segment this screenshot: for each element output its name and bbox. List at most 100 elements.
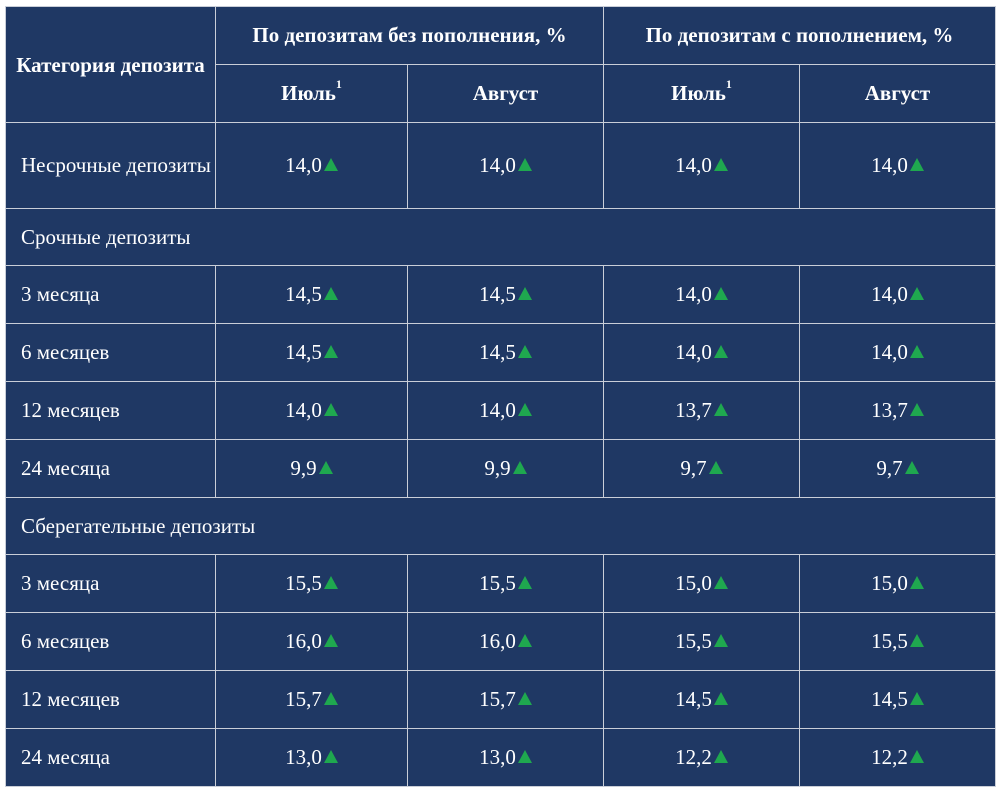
triangle-up-icon xyxy=(713,158,728,171)
header-august-no-topup: Август xyxy=(407,64,604,123)
table-row: 6 месяцев 14,5 14,5 14,0 14,0 xyxy=(5,323,996,382)
triangle-up-icon xyxy=(517,634,532,647)
rate-value: 14,0 xyxy=(871,340,908,364)
rate-cell: 12,2 xyxy=(799,728,996,787)
rate-value: 14,0 xyxy=(675,153,712,177)
rate-cell: 14,0 xyxy=(603,323,800,382)
rate-value: 15,7 xyxy=(285,687,322,711)
rate-cell: 15,5 xyxy=(407,554,604,613)
triangle-up-icon xyxy=(323,158,338,171)
header-july-no-topup: Июль1 xyxy=(215,64,408,123)
rate-value: 16,0 xyxy=(285,629,322,653)
rate-cell: 9,9 xyxy=(407,439,604,498)
rate-value: 14,0 xyxy=(479,398,516,422)
triangle-up-icon xyxy=(517,576,532,589)
rate-cell: 15,7 xyxy=(215,670,408,729)
rate-cell: 14,0 xyxy=(215,122,408,209)
triangle-up-icon xyxy=(318,461,333,474)
triangle-up-icon xyxy=(909,403,924,416)
deposit-rates-table-container: Категория депозита По депозитам без попо… xyxy=(5,6,996,787)
rate-value: 13,7 xyxy=(675,398,712,422)
header-group-with-topup: По депозитам с пополнением, % xyxy=(603,6,996,65)
rate-value: 15,5 xyxy=(871,629,908,653)
triangle-up-icon xyxy=(708,461,723,474)
table-row: 3 месяца 15,5 15,5 15,0 15,0 xyxy=(5,554,996,613)
rate-cell: 14,5 xyxy=(215,323,408,382)
rate-value: 14,5 xyxy=(285,282,322,306)
triangle-up-icon xyxy=(713,403,728,416)
table-row: Несрочные депозиты 14,0 14,0 14,0 14,0 xyxy=(5,122,996,209)
header-august-with-topup: Август xyxy=(799,64,996,123)
rate-cell: 15,5 xyxy=(799,612,996,671)
rate-value: 13,0 xyxy=(285,745,322,769)
section-row: Срочные депозиты xyxy=(5,208,996,266)
rate-value: 14,5 xyxy=(675,687,712,711)
rate-value: 15,5 xyxy=(479,571,516,595)
triangle-up-icon xyxy=(713,287,728,300)
rate-value: 14,0 xyxy=(285,398,322,422)
rate-cell: 14,0 xyxy=(407,122,604,209)
triangle-up-icon xyxy=(909,750,924,763)
rate-value: 12,2 xyxy=(675,745,712,769)
rate-value: 9,7 xyxy=(680,456,707,480)
row-label: 24 месяца xyxy=(5,439,216,498)
rate-cell: 9,7 xyxy=(603,439,800,498)
row-label: 6 месяцев xyxy=(5,612,216,671)
rate-cell: 16,0 xyxy=(215,612,408,671)
footnote-marker: 1 xyxy=(725,77,732,91)
header-category: Категория депозита xyxy=(5,6,216,123)
rate-value: 16,0 xyxy=(479,629,516,653)
row-label: 6 месяцев xyxy=(5,323,216,382)
rate-cell: 14,0 xyxy=(799,265,996,324)
rate-value: 14,5 xyxy=(479,340,516,364)
triangle-up-icon xyxy=(517,345,532,358)
header-row-months: Июль1 Август Июль1 Август xyxy=(6,64,996,123)
table-row: 24 месяца 9,9 9,9 9,7 9,7 xyxy=(5,439,996,498)
rate-value: 13,0 xyxy=(479,745,516,769)
triangle-up-icon xyxy=(713,634,728,647)
rate-cell: 12,2 xyxy=(603,728,800,787)
rate-cell: 13,7 xyxy=(603,381,800,440)
header-row-groups: Категория депозита По депозитам без попо… xyxy=(5,6,996,123)
section-row: Сберегательные депозиты xyxy=(5,497,996,555)
triangle-up-icon xyxy=(517,750,532,763)
table-row: 12 месяцев 14,0 14,0 13,7 13,7 xyxy=(5,381,996,440)
rate-value: 14,0 xyxy=(285,153,322,177)
table-row: 6 месяцев 16,0 16,0 15,5 15,5 xyxy=(5,612,996,671)
row-label: 12 месяцев xyxy=(5,381,216,440)
rate-value: 9,7 xyxy=(876,456,903,480)
triangle-up-icon xyxy=(323,403,338,416)
rate-value: 14,0 xyxy=(871,153,908,177)
triangle-up-icon xyxy=(713,750,728,763)
rate-cell: 14,0 xyxy=(215,381,408,440)
triangle-up-icon xyxy=(909,287,924,300)
header-july-with-topup: Июль1 xyxy=(603,64,800,123)
triangle-up-icon xyxy=(512,461,527,474)
rate-cell: 9,7 xyxy=(799,439,996,498)
triangle-up-icon xyxy=(713,692,728,705)
rate-cell: 15,0 xyxy=(603,554,800,613)
rate-value: 12,2 xyxy=(871,745,908,769)
row-label: 12 месяцев xyxy=(5,670,216,729)
section-label: Срочные депозиты xyxy=(5,208,996,266)
rate-cell: 15,7 xyxy=(407,670,604,729)
triangle-up-icon xyxy=(323,345,338,358)
rate-cell: 14,5 xyxy=(215,265,408,324)
triangle-up-icon xyxy=(323,692,338,705)
rate-cell: 14,0 xyxy=(799,323,996,382)
row-label: Несрочные депозиты xyxy=(5,122,216,209)
rate-cell: 14,0 xyxy=(407,381,604,440)
rate-value: 13,7 xyxy=(871,398,908,422)
rate-cell: 14,0 xyxy=(799,122,996,209)
triangle-up-icon xyxy=(909,345,924,358)
rate-value: 15,0 xyxy=(675,571,712,595)
rate-value: 14,0 xyxy=(675,340,712,364)
rate-value: 15,5 xyxy=(675,629,712,653)
rate-value: 9,9 xyxy=(290,456,317,480)
table-body: Несрочные депозиты 14,0 14,0 14,0 14,0 Срочны… xyxy=(5,122,996,787)
rate-value: 14,0 xyxy=(675,282,712,306)
table-row: 3 месяца 14,5 14,5 14,0 14,0 xyxy=(5,265,996,324)
rate-cell: 16,0 xyxy=(407,612,604,671)
triangle-up-icon xyxy=(517,403,532,416)
triangle-up-icon xyxy=(517,692,532,705)
